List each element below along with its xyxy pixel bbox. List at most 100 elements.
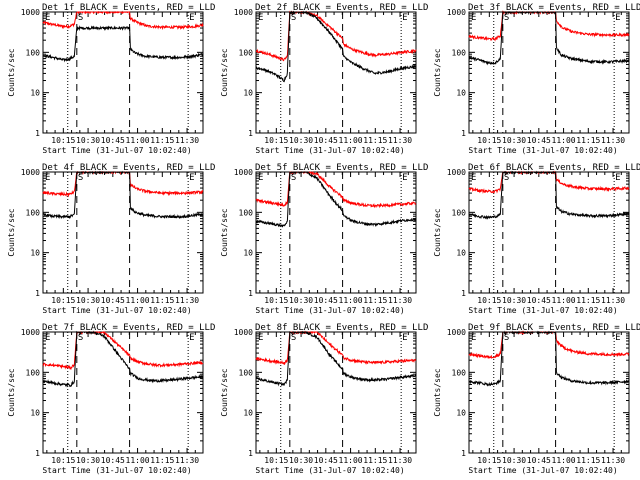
y-tick-label: 10 [243,249,253,258]
x-tick-label: 10:45 [314,296,338,305]
x-tick-label: 11:15 [150,136,174,145]
x-tick-label: 11:00 [339,296,363,305]
x-tick-label: 11:15 [576,136,600,145]
plot-frame [468,331,630,454]
x-tick-label: 11:15 [150,456,174,465]
x-tick-label: 10:30 [502,296,526,305]
detector-panel: Det 9f BLACK = Events, RED = LLD 1 10 100 10… [426,320,640,480]
start-marker: S [504,173,509,183]
end-marker: E [402,173,407,183]
x-tick-label: 10:15 [264,296,288,305]
end-marker: E [402,13,407,23]
y-tick-label: 1 [35,129,40,138]
end-marker: E [615,333,620,343]
events-series-line [468,10,630,66]
end-marker: E [471,333,476,343]
start-marker: S [291,13,296,23]
start-marker: S [504,13,509,23]
detector-panel: Det 4f BLACK = Events, RED = LLD 1 10 100 10… [0,160,215,320]
start-marker: S [504,333,509,343]
lld-series-line [468,330,630,360]
x-tick-label: 11:15 [363,136,387,145]
x-axis-label: Start Time (31-Jul-07 10:02:40) [42,306,191,315]
x-tick-label: 10:30 [289,296,313,305]
panel-chart-svg: Det 9f BLACK = Events, RED = LLD 1 10 100 10… [433,323,640,475]
y-axis-label: Counts/sec [220,368,229,416]
start-marker: S [78,173,83,183]
x-tick-label: 11:15 [576,296,600,305]
x-tick-label: 11:15 [363,456,387,465]
panel-chart-svg: Det 1f BLACK = Events, RED = LLD 1 10 100 10… [7,3,215,155]
x-tick-label: 11:30 [601,296,625,305]
lld-series-line [468,10,630,42]
lld-series-line [42,10,204,31]
x-axis-label: Start Time (31-Jul-07 10:02:40) [42,146,191,155]
end-marker: E [615,173,620,183]
y-tick-label: 1000 [234,328,253,337]
x-axis-label: Start Time (31-Jul-07 10:02:40) [468,146,617,155]
y-axis-label: Counts/sec [220,208,229,256]
end-marker: E [189,13,194,23]
start-marker: S [291,173,296,183]
x-tick-label: 10:45 [101,296,125,305]
x-tick-label: 11:30 [601,136,625,145]
x-tick-label: 11:00 [552,296,576,305]
panel-chart-svg: Det 6f BLACK = Events, RED = LLD 1 10 100 10… [433,163,640,315]
events-series-line [42,170,204,220]
end-marker: E [45,333,50,343]
y-axis-label: Counts/sec [220,48,229,96]
x-tick-label: 11:00 [126,296,150,305]
x-tick-label: 11:30 [601,456,625,465]
plot-frame [255,11,417,134]
panel-title: Det 8f BLACK = Events, RED = LLD [255,323,428,333]
lld-series-line [42,331,204,371]
y-tick-label: 1 [248,129,253,138]
end-marker: E [45,173,50,183]
y-axis-label: Counts/sec [433,368,442,416]
x-tick-label: 10:45 [527,136,551,145]
x-tick-label: 11:00 [552,136,576,145]
x-tick-label: 10:45 [314,456,338,465]
panel-title: Det 2f BLACK = Events, RED = LLD [255,3,428,13]
end-marker: E [258,333,263,343]
end-marker: E [471,13,476,23]
lld-series-line [42,170,204,198]
end-marker: E [45,13,50,23]
panel-title: Det 5f BLACK = Events, RED = LLD [255,163,428,173]
panel-chart-svg: Det 2f BLACK = Events, RED = LLD 1 10 100 10… [220,3,428,155]
detector-panel: Det 8f BLACK = Events, RED = LLD 1 10 100 10… [213,320,428,480]
y-tick-label: 1000 [447,328,466,337]
plot-frame [42,331,204,454]
y-tick-label: 100 [452,208,467,217]
x-tick-label: 10:30 [502,456,526,465]
y-tick-label: 10 [30,89,40,98]
y-tick-label: 100 [26,48,41,57]
x-axis-label: Start Time (31-Jul-07 10:02:40) [255,146,404,155]
x-tick-label: 11:30 [175,136,199,145]
end-marker: E [189,333,194,343]
end-marker: E [189,173,194,183]
x-tick-label: 10:15 [477,136,501,145]
x-tick-label: 10:30 [76,136,100,145]
start-marker: S [291,333,296,343]
x-tick-label: 11:15 [576,456,600,465]
y-tick-label: 100 [452,368,467,377]
y-tick-label: 10 [456,89,466,98]
end-marker: E [402,333,407,343]
x-tick-label: 10:30 [76,456,100,465]
x-tick-label: 11:30 [388,136,412,145]
x-tick-label: 10:45 [101,456,125,465]
y-tick-label: 1000 [21,328,40,337]
x-axis-label: Start Time (31-Jul-07 10:02:40) [42,466,191,475]
lld-series-line [255,171,417,209]
plot-frame [42,171,204,294]
events-series-line [42,25,204,63]
y-tick-label: 100 [452,48,467,57]
x-tick-label: 10:30 [289,456,313,465]
x-tick-label: 10:30 [76,296,100,305]
y-tick-label: 10 [456,249,466,258]
y-tick-label: 10 [456,409,466,418]
x-tick-label: 11:00 [339,136,363,145]
lld-series-line [468,170,630,194]
